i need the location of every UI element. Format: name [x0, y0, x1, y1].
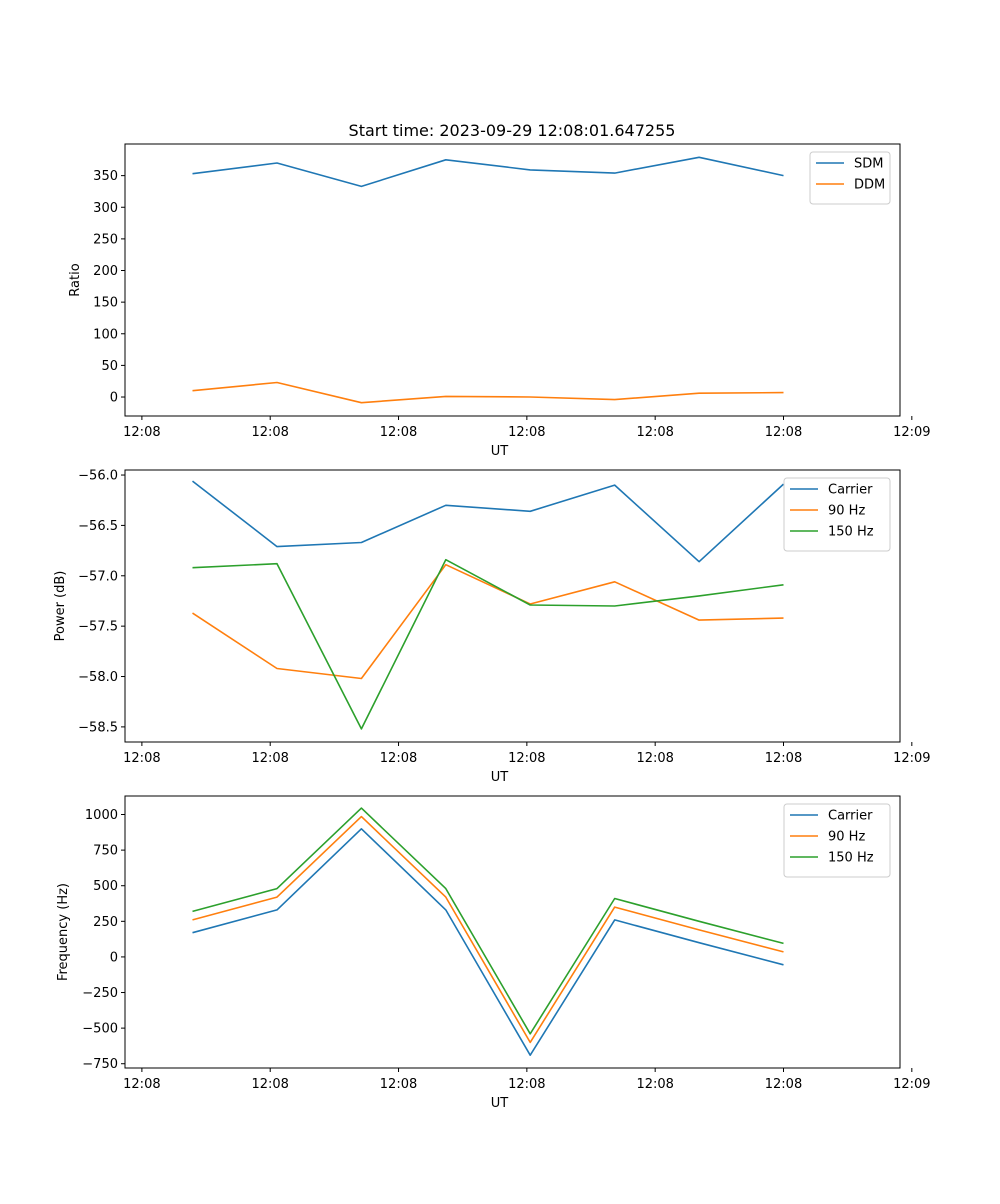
y-tick-label: 50 — [101, 359, 118, 374]
y-tick-label: 250 — [93, 232, 118, 247]
legend-label: Carrier — [828, 809, 873, 824]
x-tick-label: 12:09 — [893, 1077, 930, 1092]
y-tick-label: 200 — [93, 264, 118, 279]
axes-frame — [124, 143, 901, 417]
y-tick-label: −57.0 — [78, 569, 118, 584]
y-axis-label: Power (dB) — [53, 571, 68, 642]
y-tick-label: −58.5 — [78, 720, 118, 735]
series-line-90-hz — [192, 815, 784, 1044]
y-tick-label: 350 — [93, 169, 118, 184]
series-line-150-hz — [192, 807, 784, 1035]
subplot-1: 12:08 12:08 12:08 12:08 12:08 12:08 12:09 0 50 10… — [68, 143, 931, 459]
legend-label: 90 Hz — [828, 830, 865, 845]
subplot-2: 12:08 12:08 12:08 12:08 12:08 12:08 12:09 −58.5… — [53, 469, 931, 785]
y-tick-label: 0 — [110, 391, 118, 406]
x-tick-label: 12:08 — [508, 1077, 545, 1092]
figure-title: Start time: 2023-09-29 12:08:01.647255 — [349, 121, 676, 140]
y-tick-label: 150 — [93, 296, 118, 311]
y-tick-label: −56.0 — [78, 469, 118, 484]
legend-label: 150 Hz — [828, 851, 874, 866]
y-tick-label: 500 — [93, 879, 118, 894]
x-tick-label: 12:08 — [123, 1077, 160, 1092]
x-axis-label: UT — [491, 770, 509, 785]
x-tick-label: 12:09 — [893, 425, 930, 440]
series-line-90-hz — [192, 563, 784, 680]
y-tick-label: 250 — [93, 915, 118, 930]
x-tick-label: 12:08 — [380, 751, 417, 766]
x-tick-label: 12:08 — [251, 751, 288, 766]
y-tick-label: 300 — [93, 201, 118, 216]
x-tick-label: 12:08 — [508, 425, 545, 440]
axes-frame — [124, 469, 901, 743]
y-tick-label: −250 — [82, 986, 118, 1001]
y-tick-label: −750 — [82, 1057, 118, 1072]
y-tick-label: −500 — [82, 1022, 118, 1037]
x-tick-label: 12:08 — [251, 425, 288, 440]
series-line-sdm — [192, 156, 784, 188]
x-axis-label: UT — [491, 1096, 509, 1111]
y-tick-label: −58.0 — [78, 670, 118, 685]
x-tick-label: 12:08 — [636, 751, 673, 766]
y-axis-label: Frequency (Hz) — [56, 883, 71, 981]
x-tick-label: 12:08 — [636, 425, 673, 440]
y-tick-label: −56.5 — [78, 519, 118, 534]
x-tick-label: 12:08 — [380, 425, 417, 440]
x-tick-label: 12:08 — [508, 751, 545, 766]
x-tick-label: 12:08 — [251, 1077, 288, 1092]
x-tick-label: 12:09 — [893, 751, 930, 766]
legend-box — [809, 151, 891, 205]
axes-frame — [124, 795, 901, 1069]
legend-label: SDM — [854, 157, 883, 172]
legend: Carrier 90 Hz 150 Hz — [783, 803, 891, 878]
x-tick-label: 12:08 — [765, 1077, 802, 1092]
x-tick-label: 12:08 — [636, 1077, 673, 1092]
series-line-carrier — [192, 480, 785, 563]
y-axis-label: Ratio — [68, 263, 83, 296]
y-tick-label: 1000 — [85, 808, 118, 823]
subplot-3: 12:08 12:08 12:08 12:08 12:08 12:08 12:09 −750 −… — [56, 795, 931, 1111]
legend: Carrier 90 Hz 150 Hz — [783, 477, 891, 552]
y-tick-label: −57.5 — [78, 620, 118, 635]
y-tick-label: 100 — [93, 327, 118, 342]
series-line-ddm — [192, 381, 784, 404]
x-tick-label: 12:08 — [765, 751, 802, 766]
legend-box — [783, 803, 891, 878]
y-tick-label: 750 — [93, 844, 118, 859]
legend-label: 90 Hz — [828, 504, 865, 519]
x-axis-label: UT — [491, 444, 509, 459]
x-tick-label: 12:08 — [765, 425, 802, 440]
series-line-carrier — [192, 827, 784, 1056]
legend-label: 150 Hz — [828, 525, 874, 540]
y-tick-label: 0 — [110, 950, 118, 965]
legend: SDM DDM — [809, 151, 891, 205]
series-line-150-hz — [192, 558, 784, 730]
legend-label: Carrier — [828, 483, 873, 498]
x-tick-label: 12:08 — [380, 1077, 417, 1092]
legend-label: DDM — [854, 178, 885, 193]
x-tick-label: 12:08 — [123, 425, 160, 440]
x-tick-label: 12:08 — [123, 751, 160, 766]
legend-box — [783, 477, 891, 552]
